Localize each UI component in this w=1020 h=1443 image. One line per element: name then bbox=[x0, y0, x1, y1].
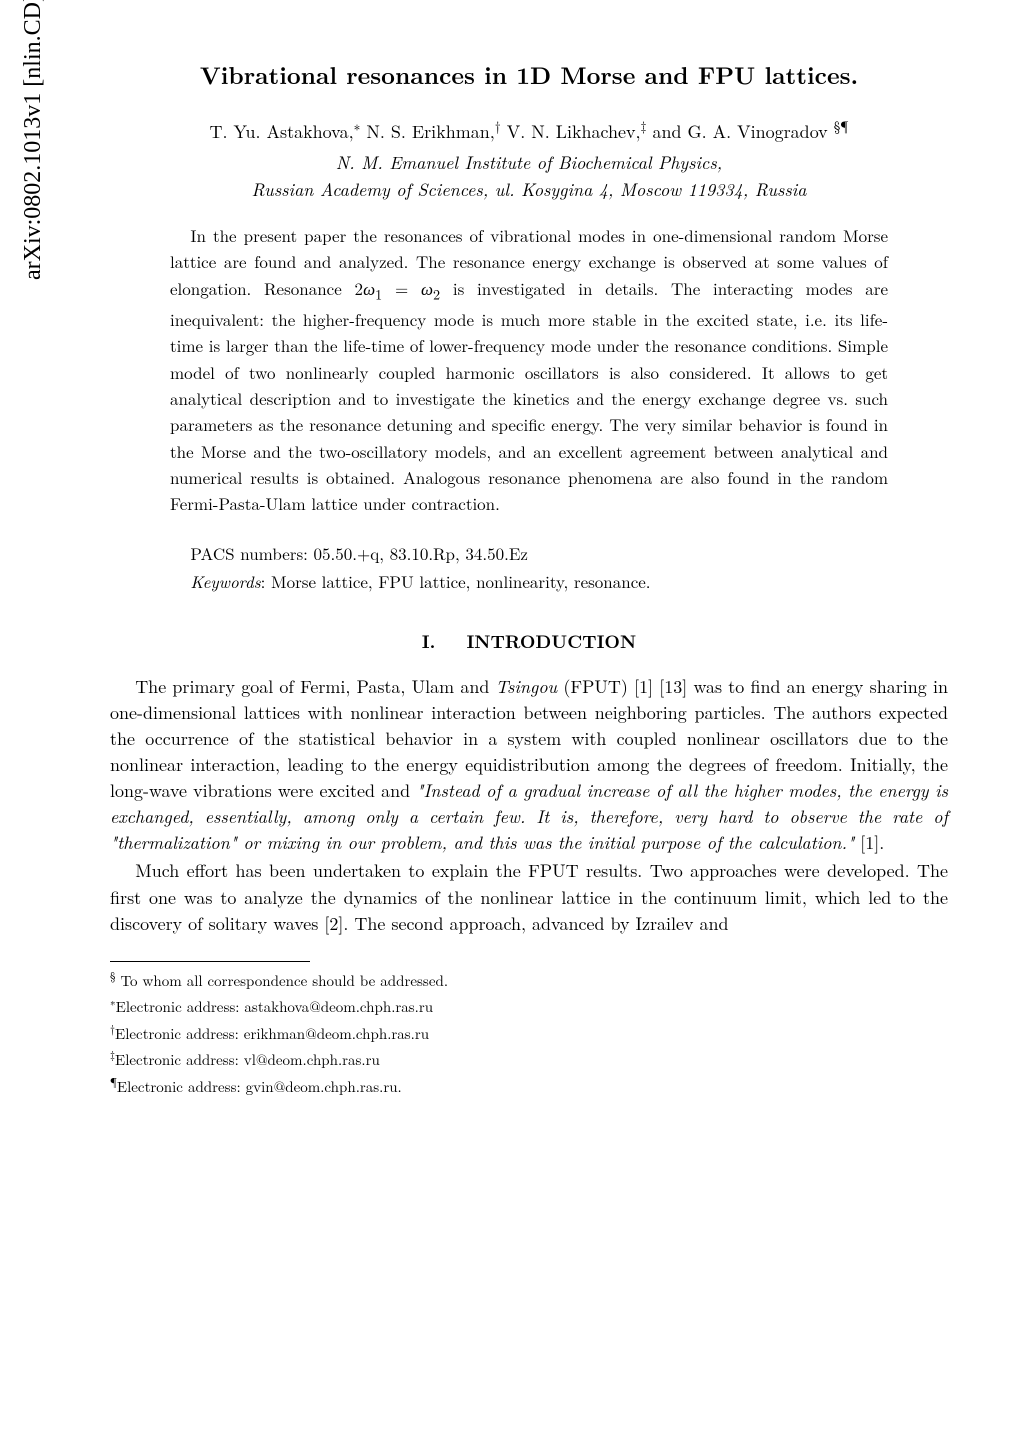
page: arXiv:0802.1013v1 [nlin.CD] 7 Feb 2008 V… bbox=[0, 0, 1020, 1148]
abstract-text: In the present paper the resonances of v… bbox=[170, 222, 888, 517]
section-title: INTRODUCTION bbox=[466, 629, 636, 654]
affiliation-line-2: Russian Academy of Sciences, ul. Kosygin… bbox=[110, 177, 948, 202]
keywords-label: Keywords bbox=[190, 569, 260, 593]
paragraph-2: Much effort has been undertaken to expla… bbox=[110, 858, 948, 936]
footnote-divider bbox=[110, 961, 310, 962]
affiliation-line-1: N. M. Emanuel Institute of Biochemical P… bbox=[110, 150, 948, 175]
author-list: T. Yu. Astakhova,∗ N. S. Erikhman,† V. N… bbox=[110, 116, 948, 144]
footnote-2: ∗Electronic address: astakhova@deom.chph… bbox=[110, 994, 948, 1019]
abstract: In the present paper the resonances of v… bbox=[170, 222, 888, 517]
footnotes: § To whom all correspondence should be a… bbox=[110, 968, 948, 1099]
footnote-1: § To whom all correspondence should be a… bbox=[110, 968, 948, 993]
keywords-line: Keywords: Morse lattice, FPU lattice, no… bbox=[170, 569, 888, 593]
section-heading: I. INTRODUCTION bbox=[110, 629, 948, 654]
body-text: The primary goal of Fermi, Pasta, Ulam a… bbox=[110, 674, 948, 937]
footnote-3: †Electronic address: erikhman@deom.chph.… bbox=[110, 1021, 948, 1046]
paper-title: Vibrational resonances in 1D Morse and F… bbox=[110, 58, 948, 92]
paragraph-1: The primary goal of Fermi, Pasta, Ulam a… bbox=[110, 674, 948, 857]
keywords-text: : Morse lattice, FPU lattice, nonlineari… bbox=[261, 569, 651, 593]
pacs-numbers: PACS numbers: 05.50.+q, 83.10.Rp, 34.50.… bbox=[170, 541, 888, 565]
section-number: I. bbox=[422, 629, 436, 654]
footnote-5: ¶Electronic address: gvin@deom.chph.ras.… bbox=[110, 1074, 948, 1099]
arxiv-identifier: arXiv:0802.1013v1 [nlin.CD] 7 Feb 2008 bbox=[20, 0, 47, 280]
footnote-4: ‡Electronic address: vl@deom.chph.ras.ru bbox=[110, 1047, 948, 1072]
